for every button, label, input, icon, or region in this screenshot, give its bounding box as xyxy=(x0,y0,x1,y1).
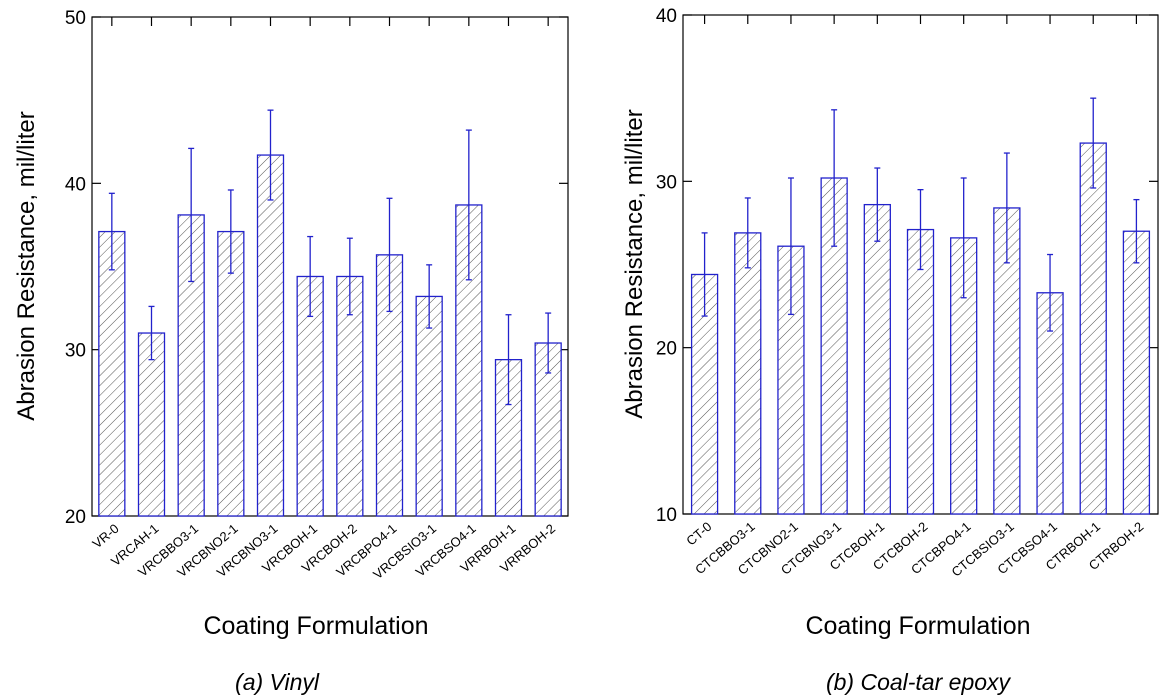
y-tick-label: 40 xyxy=(65,174,86,195)
bar xyxy=(137,332,166,517)
y-tick-label: 20 xyxy=(656,339,677,360)
y-tick-label: 40 xyxy=(656,6,677,27)
chart-caption: (b) Coal-tar epoxy xyxy=(826,669,1012,695)
bar xyxy=(98,230,126,517)
error-bar xyxy=(188,147,195,283)
error-bar xyxy=(505,314,512,406)
error-bar xyxy=(787,177,794,316)
error-bar xyxy=(267,109,274,201)
y-tick-label: 30 xyxy=(656,172,677,193)
error-bar xyxy=(1003,152,1010,264)
y-axis-label: Abrasion Resistance, mil/liter xyxy=(621,109,648,418)
bar xyxy=(734,232,762,515)
error-bar xyxy=(426,264,433,329)
bar xyxy=(1122,230,1151,515)
error-bar xyxy=(917,188,924,271)
x-axis-label: Coating Formulation xyxy=(805,612,1030,640)
y-tick-label: 20 xyxy=(65,507,86,528)
bar xyxy=(217,230,245,517)
error-bar xyxy=(1047,253,1054,332)
error-bar xyxy=(148,305,155,361)
x-axis-label: Coating Formulation xyxy=(203,612,428,640)
y-tick-label: 50 xyxy=(65,8,86,29)
bar xyxy=(415,295,443,517)
error-bar xyxy=(831,109,838,247)
bar xyxy=(863,203,891,515)
error-bar xyxy=(465,129,472,281)
bar xyxy=(1079,142,1107,515)
error-bar xyxy=(545,312,552,374)
bar xyxy=(256,154,285,517)
error-bar xyxy=(1090,97,1097,189)
error-bar xyxy=(701,232,708,317)
error-bar xyxy=(386,197,393,313)
chart-caption: (a) Vinyl xyxy=(235,669,320,695)
error-bar xyxy=(1133,198,1140,264)
error-bar xyxy=(744,197,751,269)
bar xyxy=(906,228,935,515)
x-tick-label: VR-0 xyxy=(89,521,121,552)
x-tick-label: CT-0 xyxy=(683,519,714,549)
y-tick-label: 10 xyxy=(656,505,677,526)
error-bar xyxy=(960,177,967,299)
error-bar xyxy=(874,167,881,242)
error-bar xyxy=(346,237,353,316)
y-tick-label: 30 xyxy=(65,341,86,362)
error-bar xyxy=(227,189,234,274)
y-axis-label: Abrasion Resistance, mil/liter xyxy=(13,111,40,420)
error-bar xyxy=(108,192,115,271)
plot-frame xyxy=(91,16,569,517)
error-bar xyxy=(307,235,314,318)
